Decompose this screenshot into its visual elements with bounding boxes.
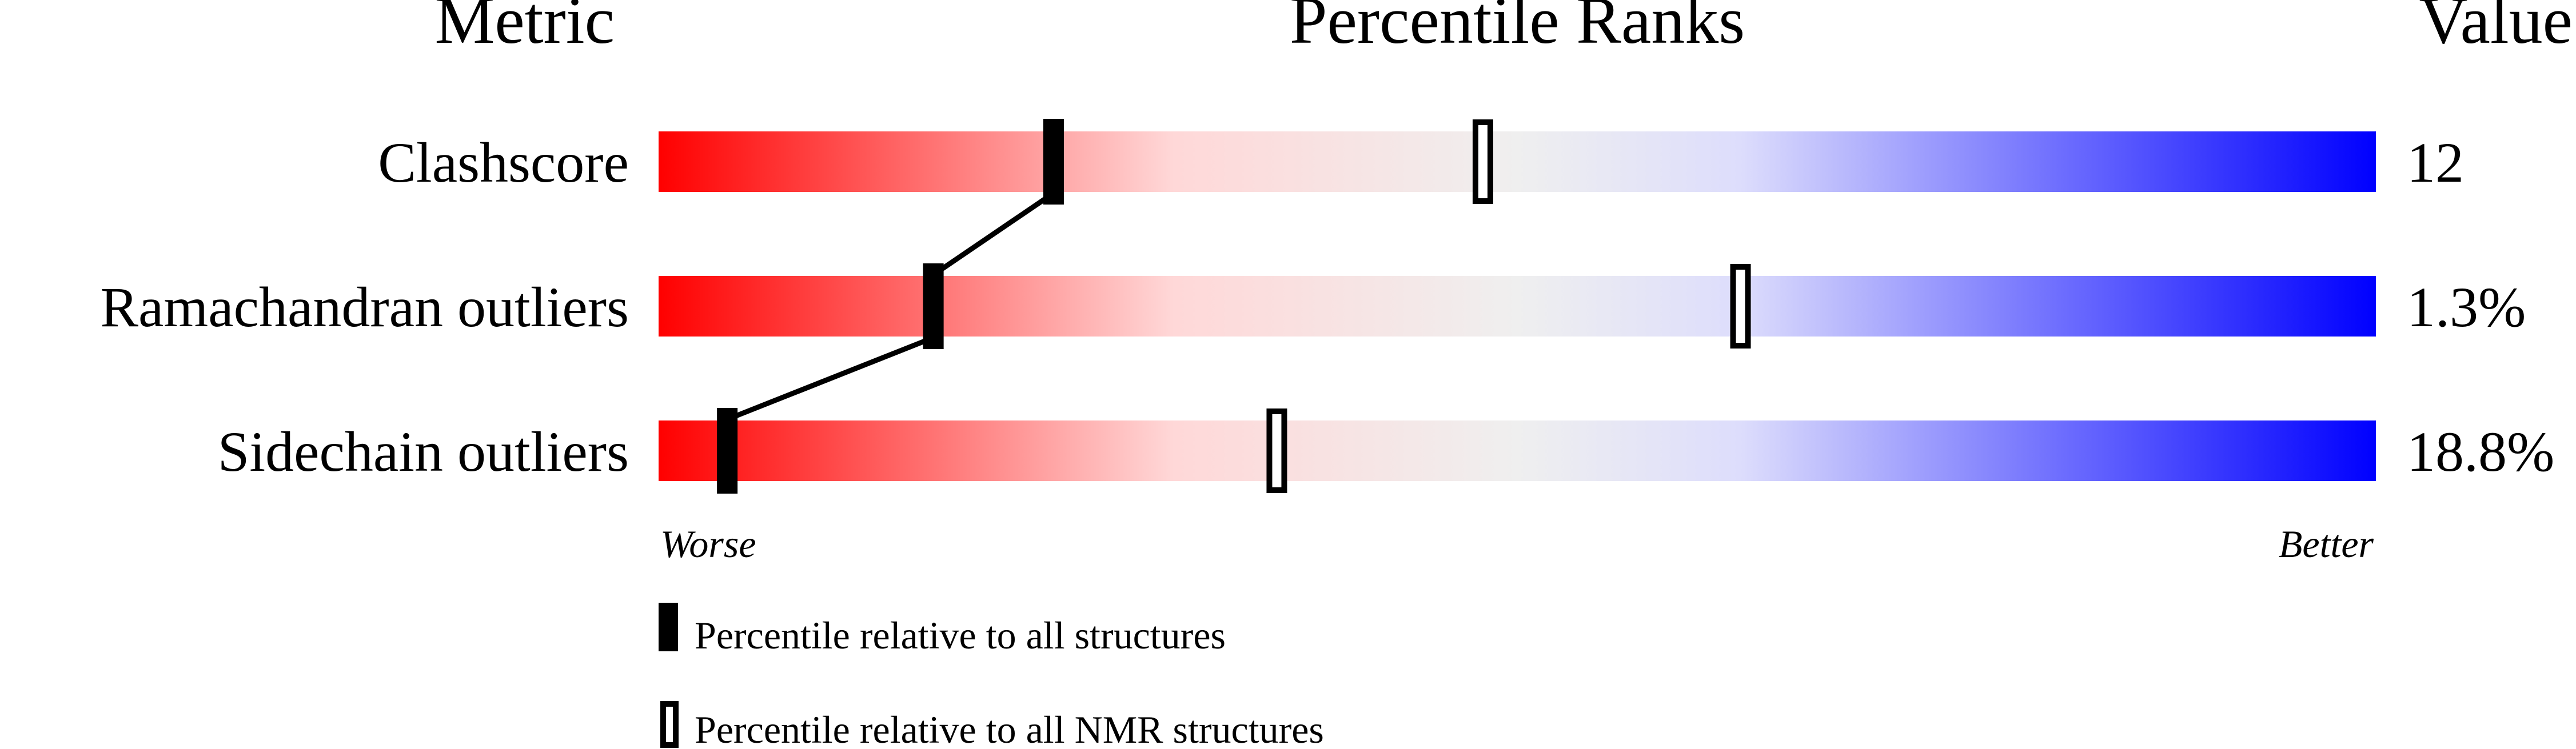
axis-worse-label: Worse bbox=[660, 522, 756, 566]
nmr-percentile-marker bbox=[1730, 264, 1751, 349]
percentile-bar bbox=[659, 131, 2376, 192]
percentile-connector-line bbox=[932, 191, 1055, 277]
nmr-percentile-marker bbox=[1266, 408, 1287, 493]
legend-hollow-marker bbox=[660, 701, 679, 748]
metric-value: 18.8% bbox=[2407, 420, 2554, 483]
legend-filled-marker bbox=[659, 603, 678, 651]
header-percentile-ranks: Percentile Ranks bbox=[1290, 0, 1745, 58]
metric-label: Ramachandran outliers bbox=[100, 275, 629, 339]
all-percentile-marker bbox=[1043, 119, 1064, 205]
axis-better-label: Better bbox=[2279, 522, 2374, 566]
metric-value: 1.3% bbox=[2407, 275, 2526, 339]
metric-value: 12 bbox=[2407, 131, 2464, 194]
percentile-bar bbox=[659, 420, 2376, 481]
header-metric: Metric bbox=[434, 0, 615, 58]
metric-row: Ramachandran outliers 1.3% bbox=[100, 263, 2526, 349]
percentile-connector-line bbox=[726, 335, 935, 422]
metric-label: Sidechain outliers bbox=[218, 420, 629, 483]
legend-all-structures: Percentile relative to all structures bbox=[695, 614, 1226, 657]
header-value: Value bbox=[2419, 0, 2573, 58]
all-percentile-marker bbox=[923, 263, 944, 349]
nmr-percentile-marker bbox=[1472, 119, 1493, 204]
metric-row: Clashscore 12 bbox=[378, 119, 2464, 205]
metric-row: Sidechain outliers 18.8% bbox=[218, 408, 2554, 494]
legend-nmr-structures: Percentile relative to all NMR structure… bbox=[695, 708, 1324, 749]
percentile-bar bbox=[659, 276, 2376, 337]
metric-label: Clashscore bbox=[378, 131, 629, 194]
all-percentile-marker bbox=[717, 408, 738, 494]
